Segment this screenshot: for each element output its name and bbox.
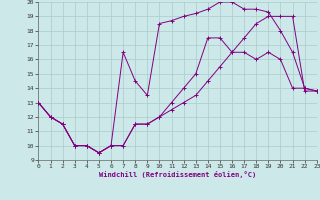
X-axis label: Windchill (Refroidissement éolien,°C): Windchill (Refroidissement éolien,°C)	[99, 171, 256, 178]
